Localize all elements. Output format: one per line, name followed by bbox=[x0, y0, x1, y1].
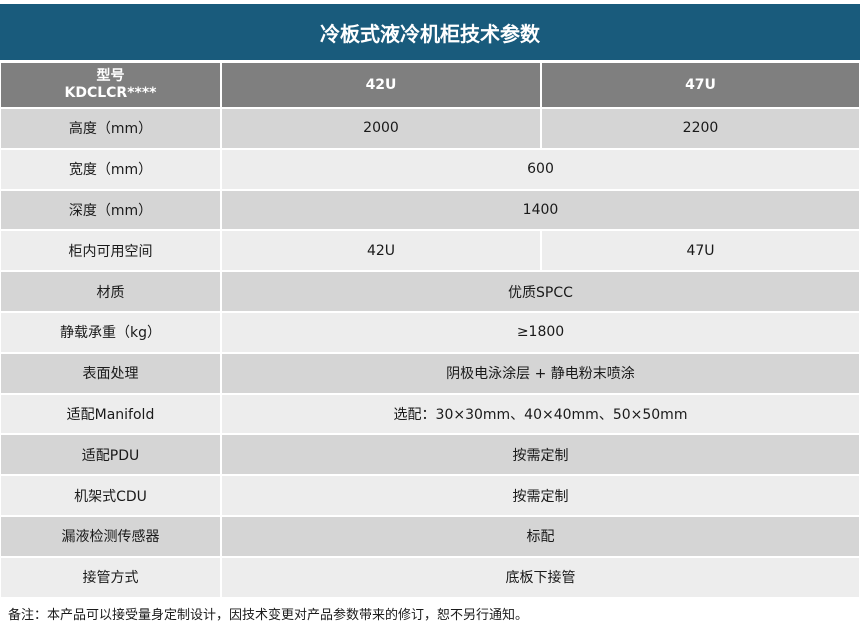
cell-value: 按需定制 bbox=[512, 447, 569, 464]
row-label: 适配PDU bbox=[81, 447, 140, 464]
row-label-cell: 适配Manifold bbox=[0, 393, 221, 435]
header-cell: 42U bbox=[221, 62, 541, 108]
row-label-cell: 材质 bbox=[0, 271, 221, 312]
cell-value: 选配：30×30mm、40×40mm、50×50mm bbox=[393, 406, 688, 423]
cell-value: 标配 bbox=[526, 529, 555, 546]
value-cell: 600 bbox=[221, 148, 860, 190]
row-label: 静载承重（kg） bbox=[60, 325, 161, 342]
value-cell: 1400 bbox=[221, 189, 860, 231]
row-label-cell: 表面处理 bbox=[0, 352, 221, 394]
header-label: 型号 bbox=[96, 68, 125, 84]
row-label: 深度（mm） bbox=[68, 202, 153, 219]
row-label: 柜内可用空间 bbox=[68, 243, 153, 260]
cell-value: 底板下接管 bbox=[505, 570, 576, 587]
value-cell: ≥1800 bbox=[221, 312, 860, 353]
value-cell: 标配 bbox=[221, 516, 860, 557]
value-cell: 按需定制 bbox=[221, 475, 860, 516]
title: 冷板式液冷机柜技术参数 bbox=[0, 4, 860, 60]
cell-value: 按需定制 bbox=[512, 488, 569, 505]
spec-table: 型号 KDCLCR**** 42U 47U 高度（mm） 2000 2200 宽度（mm） 60… bbox=[0, 62, 860, 598]
value-cell: 2200 bbox=[541, 108, 860, 149]
row-label-cell: 适配PDU bbox=[0, 434, 221, 476]
header-label: KDCLCR**** bbox=[64, 85, 157, 101]
row-label: 漏液检测传感器 bbox=[61, 529, 160, 546]
row-label-cell: 高度（mm） bbox=[0, 108, 221, 149]
row-label: 接管方式 bbox=[82, 570, 139, 587]
cell-value: 42U bbox=[366, 242, 396, 259]
row-label-cell: 柜内可用空间 bbox=[0, 230, 221, 272]
cell-value: 优质SPCC bbox=[508, 284, 573, 301]
value-cell: 42U bbox=[221, 230, 541, 272]
row-label: 宽度（mm） bbox=[68, 162, 153, 179]
row-label-cell: 宽度（mm） bbox=[0, 148, 221, 190]
row-label: 适配Manifold bbox=[66, 406, 155, 423]
footer-note: 备注：本产品可以接受量身定制设计，因技术变更对产品参数带来的修订，恕不另行通知。 bbox=[8, 608, 529, 623]
row-label: 机架式CDU bbox=[74, 488, 147, 505]
row-label: 材质 bbox=[96, 284, 125, 301]
header-cell: 47U bbox=[541, 62, 860, 108]
header-label: 42U bbox=[365, 76, 397, 93]
cell-value: 47U bbox=[686, 242, 715, 259]
value-cell: 选配：30×30mm、40×40mm、50×50mm bbox=[221, 393, 860, 435]
cell-value: 1400 bbox=[522, 201, 559, 218]
row-label: 高度（mm） bbox=[68, 121, 153, 138]
cell-value: 2200 bbox=[682, 120, 719, 137]
header-cell: 型号 KDCLCR**** bbox=[0, 62, 221, 108]
value-cell: 2000 bbox=[221, 108, 541, 149]
row-label: 表面处理 bbox=[82, 366, 139, 383]
value-cell: 按需定制 bbox=[221, 434, 860, 476]
value-cell: 阴极电泳涂层 + 静电粉末喷涂 bbox=[221, 352, 860, 394]
cell-value: ≥1800 bbox=[516, 324, 565, 341]
cell-value: 阴极电泳涂层 + 静电粉末喷涂 bbox=[446, 366, 635, 383]
row-label-cell: 静载承重（kg） bbox=[0, 312, 221, 353]
row-label-cell: 深度（mm） bbox=[0, 189, 221, 231]
cell-value: 2000 bbox=[363, 120, 399, 137]
value-cell: 底板下接管 bbox=[221, 556, 860, 598]
value-cell: 47U bbox=[541, 230, 860, 272]
row-label-cell: 接管方式 bbox=[0, 556, 221, 598]
value-cell: 优质SPCC bbox=[221, 271, 860, 312]
header-label: 47U bbox=[685, 76, 716, 93]
row-label-cell: 机架式CDU bbox=[0, 475, 221, 516]
row-label-cell: 漏液检测传感器 bbox=[0, 516, 221, 557]
cell-value: 600 bbox=[527, 161, 554, 178]
